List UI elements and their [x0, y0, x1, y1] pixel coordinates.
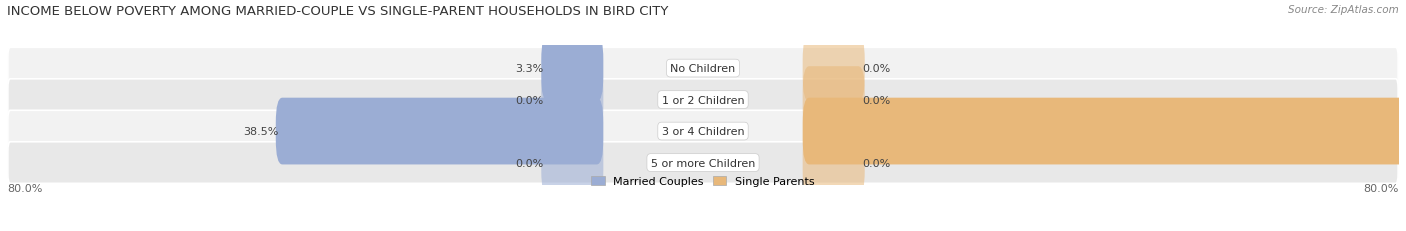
FancyBboxPatch shape: [803, 36, 865, 102]
Text: 3 or 4 Children: 3 or 4 Children: [662, 127, 744, 137]
FancyBboxPatch shape: [8, 111, 1398, 152]
Text: 80.0%: 80.0%: [7, 183, 42, 193]
FancyBboxPatch shape: [8, 79, 1398, 121]
FancyBboxPatch shape: [8, 48, 1398, 89]
Text: 80.0%: 80.0%: [1364, 183, 1399, 193]
Text: 0.0%: 0.0%: [862, 64, 890, 74]
FancyBboxPatch shape: [541, 36, 603, 102]
Text: 0.0%: 0.0%: [516, 95, 544, 105]
Legend: Married Couples, Single Parents: Married Couples, Single Parents: [592, 176, 814, 186]
Text: 3.3%: 3.3%: [516, 64, 544, 74]
Text: 5 or more Children: 5 or more Children: [651, 158, 755, 168]
Text: 0.0%: 0.0%: [862, 95, 890, 105]
Text: No Children: No Children: [671, 64, 735, 74]
Text: 0.0%: 0.0%: [862, 158, 890, 168]
FancyBboxPatch shape: [803, 67, 865, 133]
FancyBboxPatch shape: [541, 67, 603, 133]
FancyBboxPatch shape: [276, 98, 603, 165]
Text: 0.0%: 0.0%: [516, 158, 544, 168]
Text: Source: ZipAtlas.com: Source: ZipAtlas.com: [1288, 5, 1399, 15]
Text: 38.5%: 38.5%: [243, 127, 278, 137]
FancyBboxPatch shape: [803, 98, 1406, 165]
Text: 1 or 2 Children: 1 or 2 Children: [662, 95, 744, 105]
Text: INCOME BELOW POVERTY AMONG MARRIED-COUPLE VS SINGLE-PARENT HOUSEHOLDS IN BIRD CI: INCOME BELOW POVERTY AMONG MARRIED-COUPL…: [7, 5, 668, 18]
FancyBboxPatch shape: [803, 130, 865, 196]
FancyBboxPatch shape: [8, 142, 1398, 184]
FancyBboxPatch shape: [541, 130, 603, 196]
